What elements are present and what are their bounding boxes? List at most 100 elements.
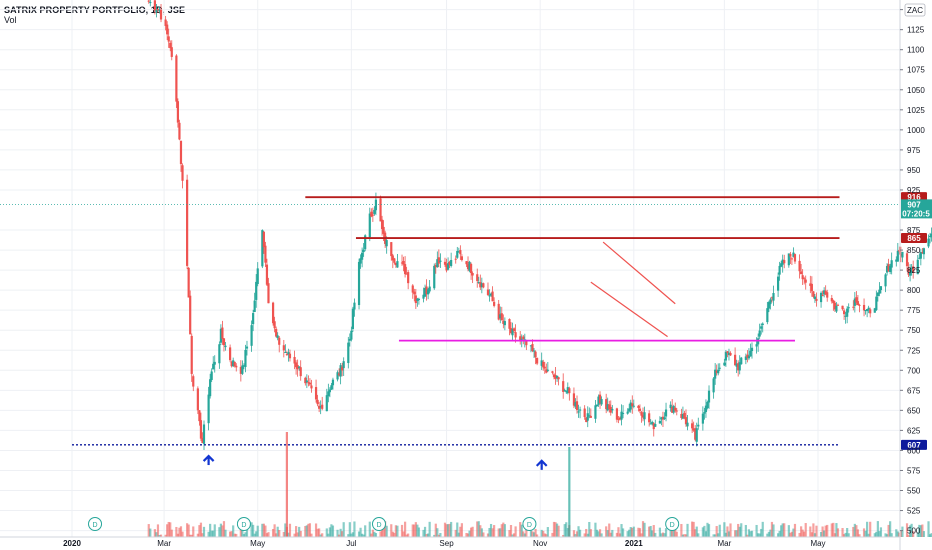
- candle-body: [222, 338, 226, 346]
- volume-bar: [615, 532, 619, 537]
- candle-body: [296, 364, 299, 370]
- candle-body: [574, 402, 577, 407]
- volume-bar: [873, 533, 876, 537]
- candle-body: [543, 366, 546, 369]
- volume-bar: [600, 533, 603, 537]
- candle-body: [454, 258, 457, 260]
- volume-bar: [555, 523, 559, 537]
- volume-bar: [551, 532, 554, 537]
- volume-bar: [821, 526, 824, 537]
- candle-body: [235, 365, 238, 368]
- volume-bar: [321, 533, 324, 537]
- candle-body: [189, 295, 192, 335]
- candle-body: [878, 289, 881, 294]
- candle-body: [890, 260, 893, 268]
- volume-bar: [632, 526, 635, 537]
- candle-body: [232, 360, 235, 367]
- candle-body: [617, 418, 620, 420]
- volume-bar: [664, 528, 668, 537]
- candle-body: [489, 293, 493, 296]
- volume-bar: [884, 533, 887, 537]
- volume-bar: [907, 534, 910, 537]
- volume-bar: [927, 521, 930, 537]
- candle-body: [772, 293, 775, 301]
- volume-bar: [198, 525, 201, 537]
- volume-bar: [267, 532, 270, 537]
- volume-bar: [190, 534, 193, 537]
- volume-bar: [446, 524, 450, 537]
- volume-bar: [703, 525, 706, 537]
- candle-body: [276, 335, 279, 339]
- candle-body: [841, 305, 844, 310]
- volume-bar: [379, 531, 382, 537]
- candle-body: [325, 395, 328, 412]
- volume-bar: [803, 531, 806, 537]
- candle-body: [437, 257, 440, 264]
- volume-bar: [804, 523, 807, 537]
- candle-body: [683, 412, 686, 419]
- volume-bar: [284, 523, 287, 537]
- volume-bar: [207, 531, 210, 537]
- candle-body: [321, 404, 324, 409]
- volume-bar: [833, 533, 836, 537]
- volume-bar: [912, 531, 915, 537]
- candle-body: [899, 253, 902, 256]
- candle-body: [669, 404, 672, 409]
- candle-body: [456, 250, 459, 258]
- volume-bar: [261, 523, 264, 537]
- volume-bar: [875, 531, 878, 537]
- candle-body: [176, 101, 180, 123]
- volume-bar: [532, 532, 536, 537]
- candle-body: [446, 263, 450, 270]
- candle-body: [199, 420, 203, 439]
- y-tick-label: 1025: [907, 106, 925, 115]
- volume-bar: [337, 534, 341, 537]
- volume-bar: [866, 521, 869, 537]
- candle-body: [531, 344, 534, 352]
- candle-body: [391, 255, 394, 261]
- candle-body: [766, 308, 769, 323]
- candle-body: [663, 417, 666, 420]
- candle-body: [618, 417, 622, 420]
- volume-bar: [735, 530, 738, 537]
- candle-body: [780, 263, 783, 267]
- candle-body: [885, 266, 889, 273]
- candle-body: [566, 387, 569, 394]
- candle-body: [466, 264, 470, 270]
- volume-bar: [770, 521, 774, 537]
- candle-body: [718, 367, 721, 369]
- candle-body: [652, 423, 655, 430]
- candle-body: [887, 264, 890, 272]
- volume-bar: [899, 530, 902, 537]
- candle-body: [445, 263, 448, 271]
- volume-bar: [916, 532, 919, 537]
- candle-body: [761, 323, 764, 325]
- candle-body: [500, 313, 503, 321]
- candle-body: [858, 304, 861, 306]
- volume-bar: [482, 532, 485, 537]
- y-tick-label: 875: [907, 226, 921, 235]
- resistance-865-label: 865: [907, 234, 921, 243]
- candle-body: [519, 336, 522, 340]
- candle-body: [927, 238, 930, 247]
- candle-body: [167, 36, 170, 42]
- volume-bar: [407, 533, 410, 537]
- volume-bar: [832, 522, 835, 537]
- volume-bar: [905, 523, 909, 537]
- candle-body: [600, 399, 603, 405]
- volume-bar: [697, 533, 700, 537]
- volume-bar: [790, 531, 794, 537]
- candle-body: [307, 382, 310, 384]
- candle-body: [255, 281, 258, 300]
- candle-body: [218, 344, 221, 364]
- candle-body: [649, 423, 652, 425]
- volume-bar: [295, 526, 298, 537]
- candle-body: [209, 379, 212, 397]
- candle-body: [876, 292, 879, 297]
- volume-bar: [750, 530, 754, 537]
- candle-body: [671, 407, 674, 413]
